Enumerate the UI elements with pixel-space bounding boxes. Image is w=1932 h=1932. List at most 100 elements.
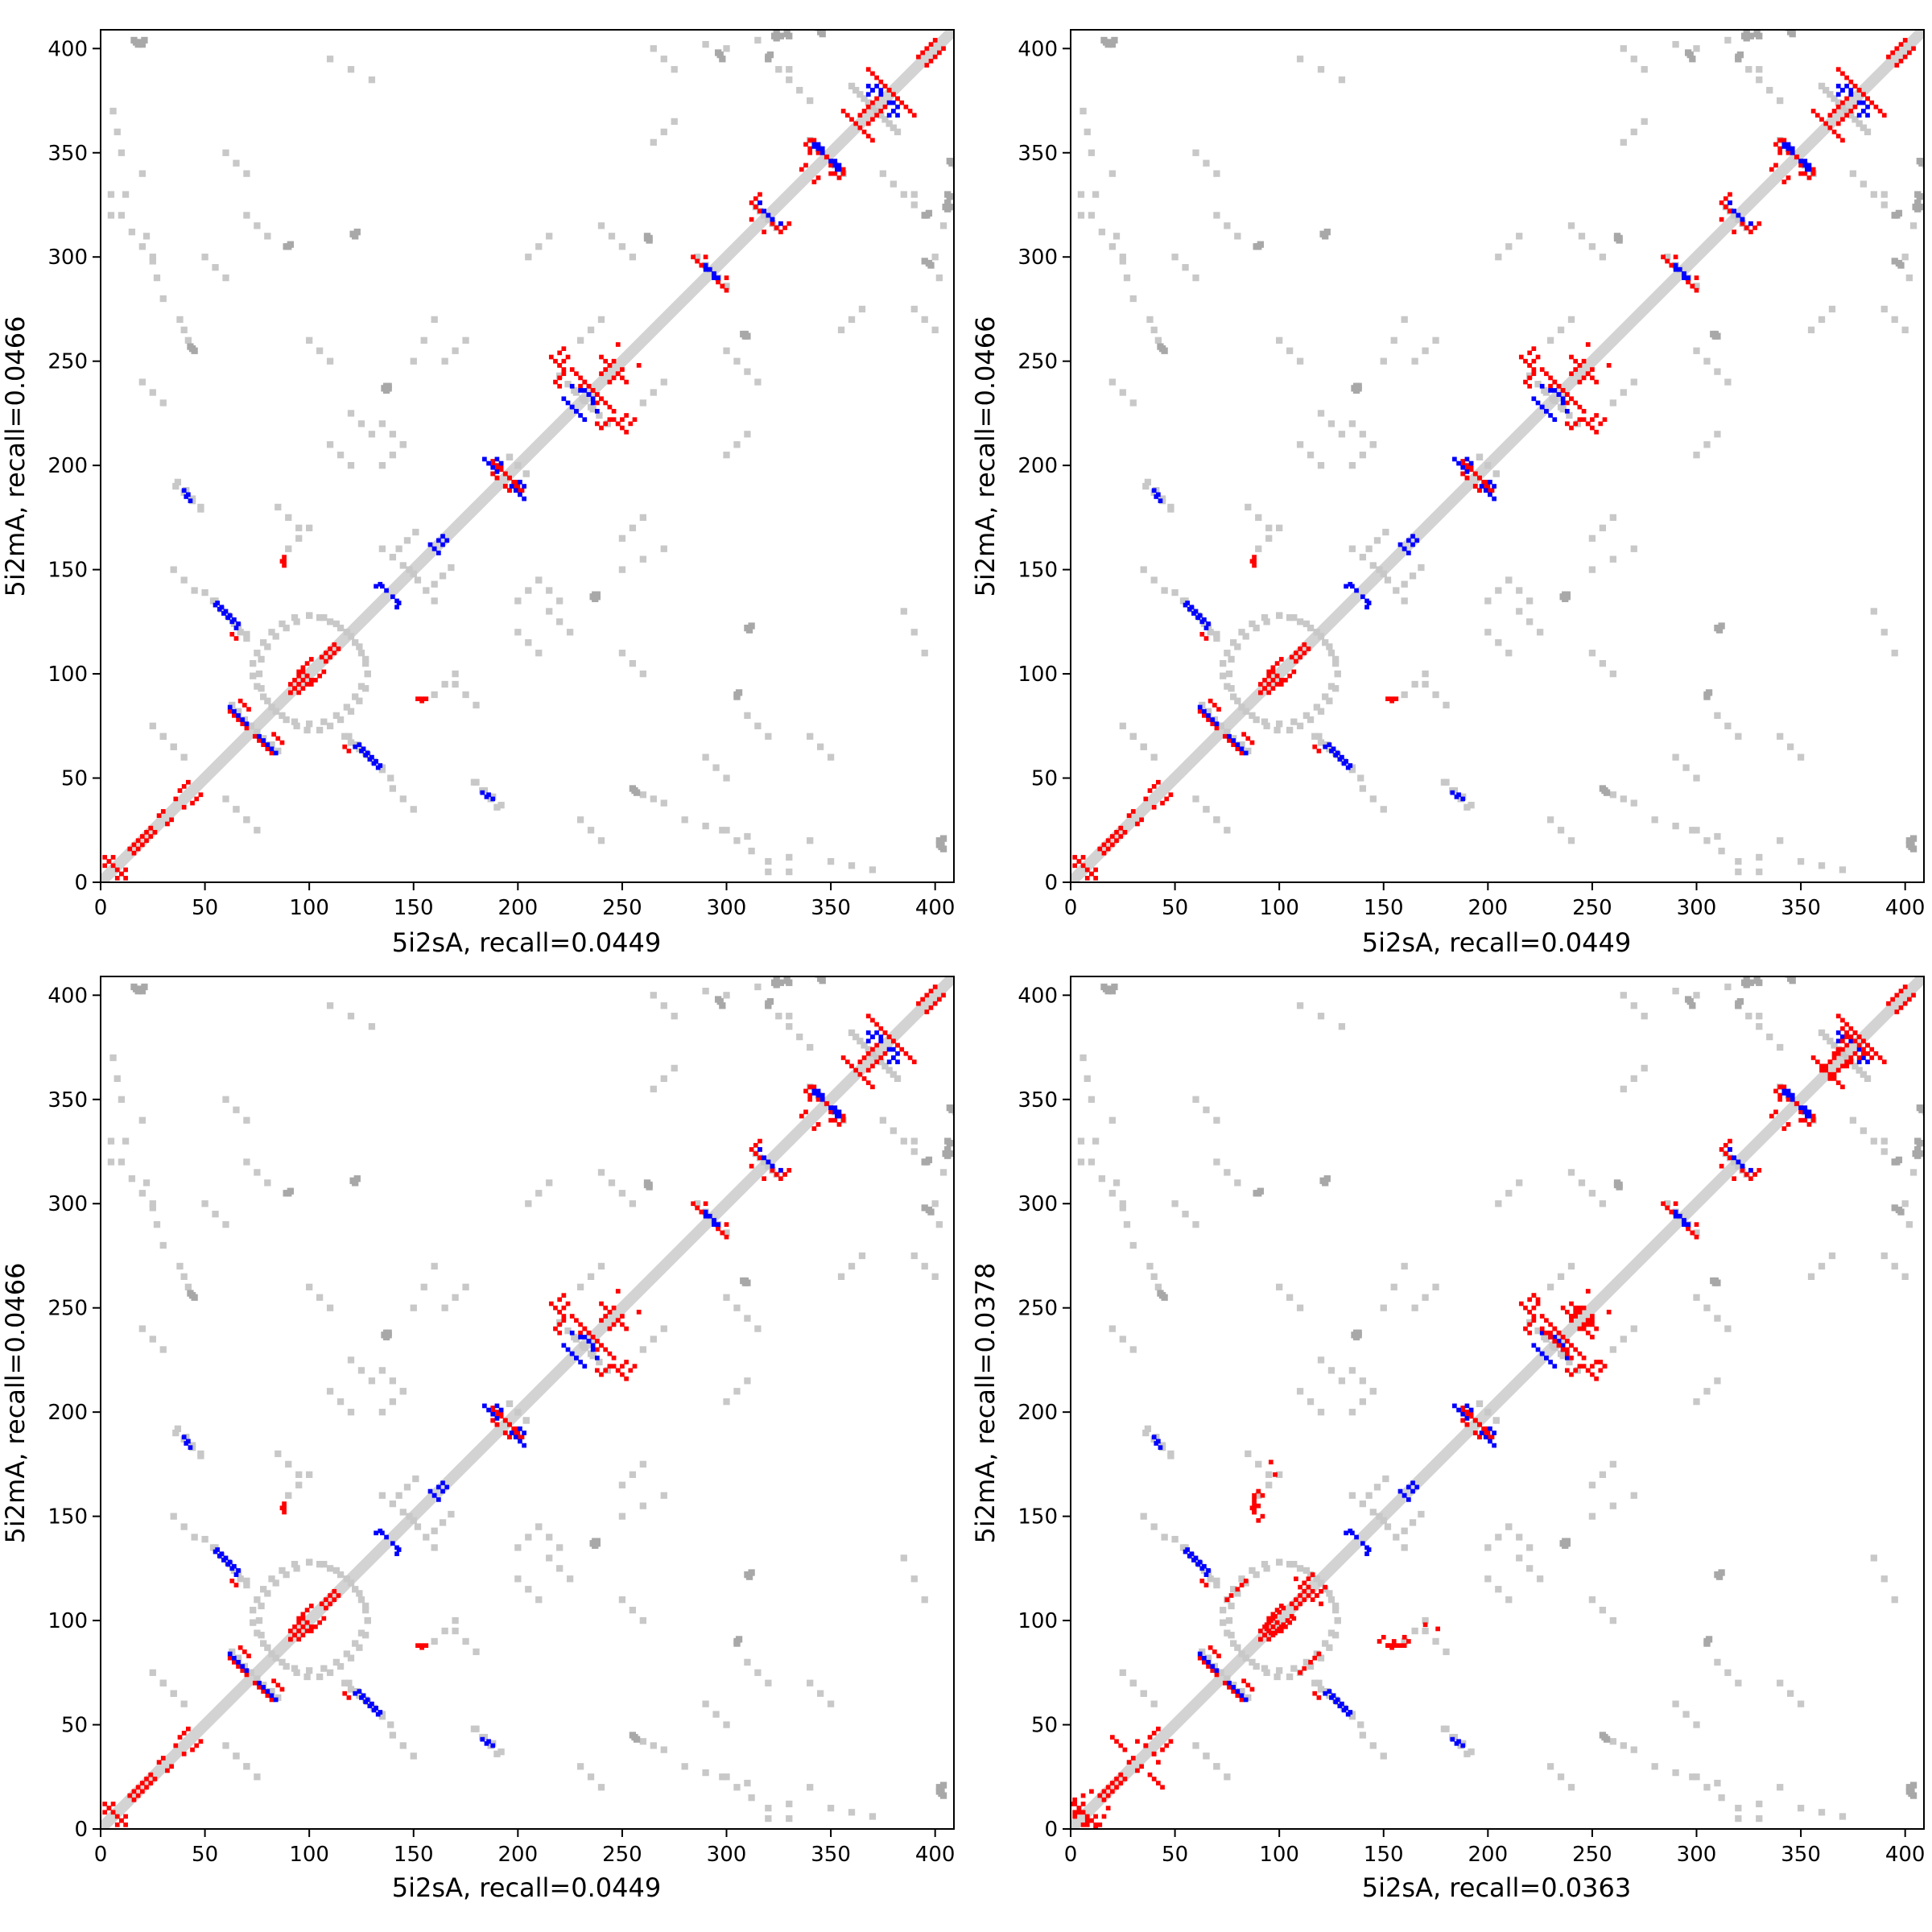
- predicted-false-contact-point: [1827, 113, 1833, 118]
- native-contact-point: [306, 336, 313, 344]
- native-contact-point: [1359, 431, 1366, 438]
- native-contact-point: [506, 1400, 514, 1407]
- native-contact-point: [1331, 1632, 1340, 1639]
- native-contact-point: [1880, 1575, 1888, 1583]
- x-tick-label: 0: [1064, 1843, 1078, 1867]
- predicted-false-contact-point: [615, 342, 621, 347]
- predicted-true-contact-point: [1835, 84, 1841, 89]
- native-contact-point: [1870, 608, 1877, 615]
- predicted-true-contact-point: [1790, 1096, 1795, 1102]
- native-contact-point: [180, 753, 188, 761]
- native-contact-point: [1296, 56, 1304, 63]
- predicted-true-contact-point: [1414, 1484, 1420, 1490]
- x-tick-label: 50: [192, 1843, 218, 1867]
- predicted-false-contact-point: [1306, 1576, 1311, 1582]
- native-contact-point: [572, 389, 580, 396]
- native-contact-point: [587, 827, 595, 834]
- predicted-true-contact-point: [188, 498, 193, 504]
- native-contact-point-dark: [777, 979, 785, 986]
- predicted-true-contact-point: [1856, 1059, 1862, 1065]
- predicted-false-contact-point: [749, 1147, 754, 1152]
- native-contact-point: [291, 1665, 299, 1672]
- predicted-false-contact-point: [870, 138, 875, 143]
- predicted-false-contact-point: [177, 788, 183, 793]
- native-contact-point: [439, 1519, 447, 1526]
- predicted-true-contact-point: [518, 1439, 522, 1444]
- native-contact-point: [149, 254, 156, 261]
- predicted-false-contact-point: [1602, 417, 1608, 423]
- predicted-false-contact-point: [1274, 673, 1280, 679]
- predicted-true-contact-point: [436, 1497, 441, 1502]
- predicted-false-contact-point: [1590, 367, 1595, 372]
- predicted-false-contact-point: [1202, 1660, 1207, 1665]
- native-contact-point: [1348, 1409, 1356, 1416]
- predicted-true-contact-point: [1406, 551, 1411, 555]
- diagonal-band: [1071, 30, 1924, 882]
- native-contact-point: [1238, 704, 1245, 711]
- y-tick-label: 0: [74, 871, 88, 895]
- predicted-false-contact-point: [561, 1293, 567, 1298]
- native-contact-point: [250, 672, 257, 679]
- predicted-false-contact-point: [1728, 192, 1732, 197]
- native-contact-point: [1234, 1590, 1241, 1597]
- native-contact-point-dark: [1916, 192, 1923, 200]
- native-contact-point: [1567, 316, 1575, 324]
- native-contact-point: [827, 753, 835, 761]
- native-contact-point: [326, 1565, 334, 1572]
- predicted-false-contact-point: [198, 792, 204, 798]
- native-contact-point: [1526, 597, 1534, 605]
- predicted-false-contact-point: [1252, 563, 1257, 568]
- native-contact-point: [1380, 806, 1387, 813]
- predicted-true-contact-point: [1748, 221, 1753, 226]
- native-contact-point: [1901, 326, 1909, 333]
- predicted-false-contact-point: [1844, 1063, 1849, 1069]
- predicted-true-contact-point: [1539, 383, 1545, 389]
- predicted-false-contact-point: [1694, 287, 1699, 293]
- native-contact-point: [347, 66, 355, 73]
- predicted-false-contact-point: [753, 204, 758, 209]
- native-contact-point: [412, 528, 419, 536]
- native-contact-point: [283, 716, 290, 724]
- native-contact-point-dark: [1111, 983, 1118, 991]
- predicted-false-contact-point: [1489, 1435, 1495, 1440]
- predicted-false-contact-point: [227, 708, 233, 714]
- predicted-true-contact-point: [1468, 460, 1474, 466]
- predicted-false-contact-point: [169, 817, 174, 823]
- native-contact-point: [1245, 1450, 1252, 1458]
- native-contact-point: [268, 704, 275, 711]
- native-contact-point: [546, 1179, 553, 1187]
- native-contact-point: [1566, 411, 1573, 419]
- predicted-false-contact-point: [1569, 425, 1574, 431]
- native-contact-point: [1818, 1262, 1826, 1270]
- native-contact-point: [493, 803, 501, 811]
- predicted-true-contact-point: [518, 480, 522, 485]
- native-contact-point: [414, 576, 422, 584]
- native-contact-point: [1380, 1752, 1387, 1760]
- predicted-false-contact-point: [321, 1616, 327, 1621]
- native-contact-point: [1348, 1367, 1356, 1374]
- native-contact-point-dark: [773, 977, 780, 985]
- native-contact-point: [1276, 1471, 1283, 1478]
- native-contact-point: [660, 1002, 667, 1009]
- predicted-true-contact-point: [518, 1426, 522, 1431]
- native-contact-point-dark: [1743, 35, 1750, 42]
- predicted-false-contact-point: [1844, 1030, 1849, 1035]
- native-contact-point: [343, 1650, 350, 1657]
- predicted-true-contact-point: [569, 1351, 575, 1356]
- native-contact-point: [1384, 1523, 1392, 1530]
- predicted-false-contact-point: [1089, 1789, 1094, 1794]
- native-contact-point-dark: [1753, 31, 1761, 38]
- predicted-false-contact-point: [1097, 1822, 1103, 1827]
- native-contact-point: [107, 1137, 115, 1145]
- native-contact-point: [343, 704, 350, 711]
- native-contact-point: [341, 733, 349, 740]
- predicted-true-contact-point: [594, 408, 600, 414]
- native-contact-point: [1718, 1794, 1725, 1802]
- native-contact-point: [303, 1673, 311, 1681]
- native-contact-point: [1823, 1033, 1830, 1041]
- predicted-false-contact-point: [1385, 1643, 1390, 1648]
- native-contact-point: [671, 1064, 678, 1072]
- predicted-false-contact-point: [557, 350, 563, 356]
- predicted-true-contact-point: [1840, 88, 1845, 93]
- predicted-false-contact-point: [1831, 1051, 1837, 1056]
